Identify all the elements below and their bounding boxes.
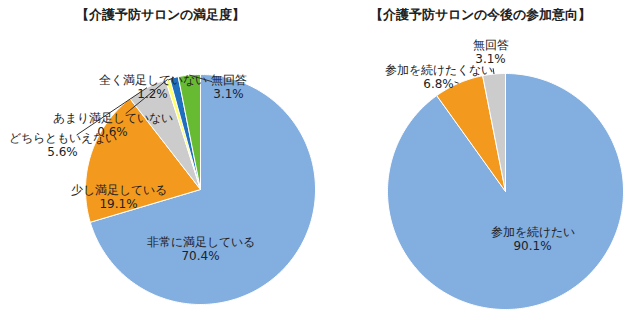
svg-text:少し満足している19.1%: 少し満足している19.1%	[71, 183, 167, 211]
svg-text:参加を続けたい90.1%: 参加を続けたい90.1%	[491, 225, 575, 253]
svg-text:無回答3.1%: 無回答3.1%	[473, 38, 509, 66]
svg-text:参加を続けたくない6.8%: 参加を続けたくない6.8%	[385, 63, 493, 91]
svg-text:非常に満足している70.4%: 非常に満足している70.4%	[147, 235, 255, 263]
svg-text:あまり満足していない0.6%: あまり満足していない0.6%	[53, 111, 173, 139]
svg-text:無回答3.1%: 無回答3.1%	[211, 73, 247, 101]
svg-text:全く満足していない1.2%: 全く満足していない1.2%	[99, 73, 207, 101]
